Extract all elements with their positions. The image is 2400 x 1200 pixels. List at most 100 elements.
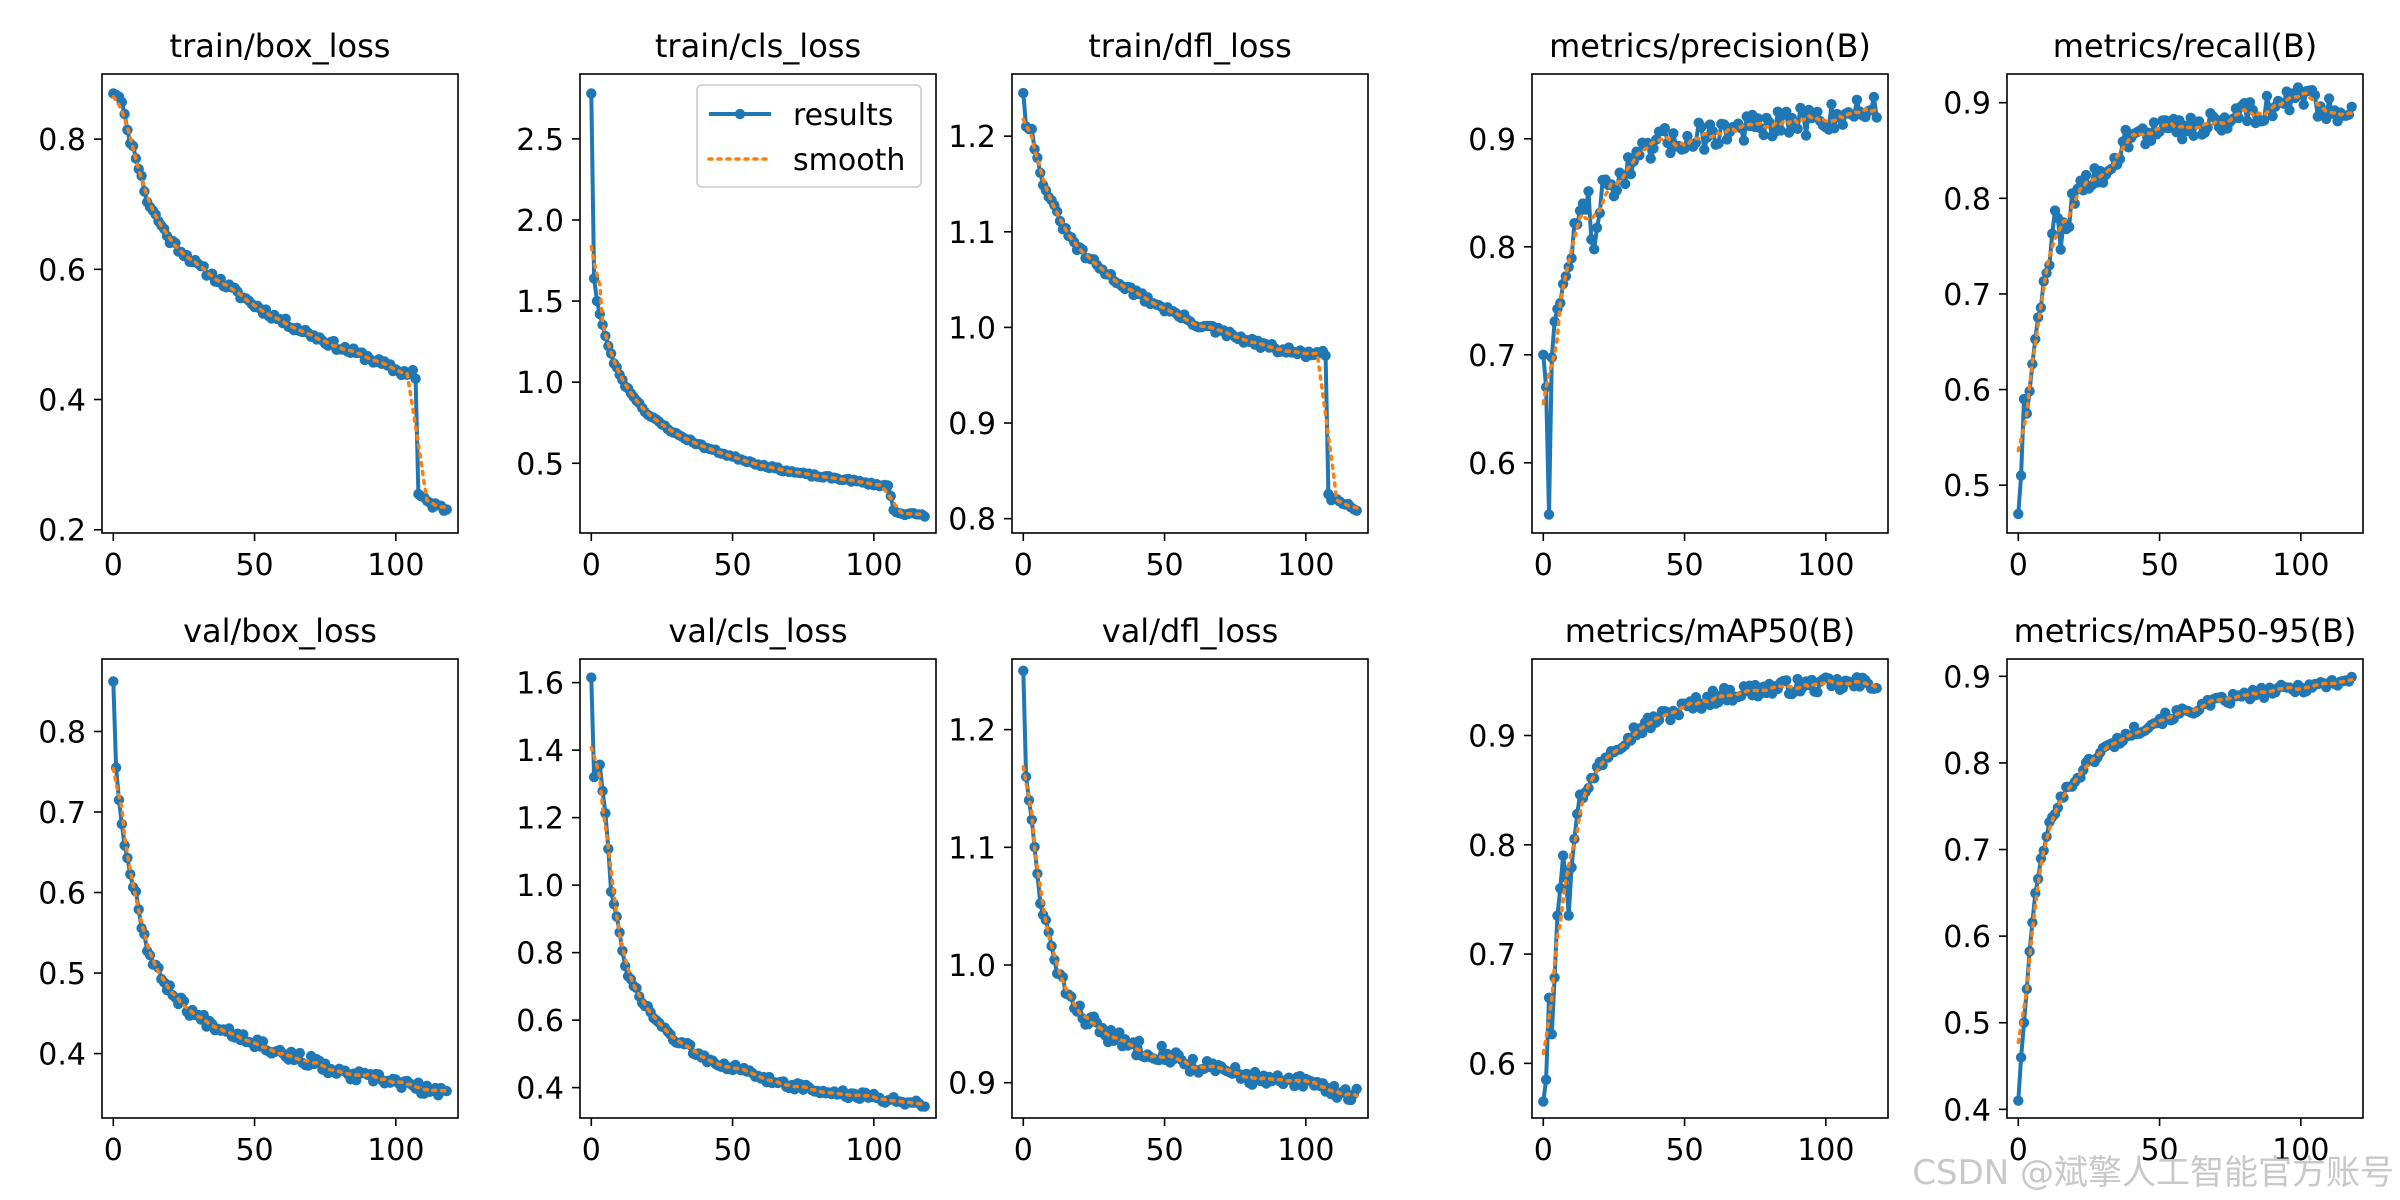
results-point [1029, 144, 1040, 155]
axes-frame [1531, 73, 1889, 534]
results-point [2258, 115, 2270, 126]
chart-title: metrics/precision(B) [1549, 27, 1871, 65]
axes-frame [579, 658, 937, 1119]
results-line [2016, 85, 2354, 515]
legend: results smooth [696, 84, 922, 188]
subplot-metrics-precision-b: metrics/precision(B) 0 50 100 0.6 0.7 0.8 0.9 [1468, 27, 1889, 583]
x-tick-label: 0 [104, 1133, 123, 1168]
y-tick-label: 0.4 [1943, 1093, 1991, 1128]
results-point [1696, 121, 1707, 133]
x-tick-label: 100 [2272, 548, 2329, 583]
smooth-line [111, 766, 449, 1094]
results-point [1826, 99, 1837, 110]
x-tick-label: 0 [2009, 1133, 2028, 1168]
smooth-line [111, 95, 449, 510]
y-tick-label: 1.0 [948, 949, 996, 984]
plot-area [586, 672, 930, 1112]
plot-area [1018, 665, 1362, 1106]
x-tick-label: 50 [1665, 548, 1703, 583]
plot-area [1538, 91, 1882, 520]
results-point [2225, 698, 2236, 709]
results-point [1625, 169, 1637, 180]
x-tick-label: 0 [582, 548, 601, 583]
axes-frame [1531, 658, 1889, 1119]
subplot-val-dfl-loss: val/dfl_loss 0 50 100 0.9 1.0 1.1 1.2 [948, 612, 1369, 1168]
results-point [294, 1047, 305, 1059]
results-point [2030, 334, 2041, 345]
results-point [1806, 674, 1817, 686]
y-tick-label: 0.8 [38, 123, 86, 158]
results-point [1156, 1040, 1167, 1052]
plot-area [108, 676, 452, 1101]
x-tick-label: 50 [2140, 548, 2178, 583]
y-tick-label: 0.6 [1943, 374, 1991, 409]
y-tick-label: 0.9 [1468, 123, 1516, 158]
y-tick-label: 1.2 [948, 714, 996, 749]
results-point [1620, 178, 1631, 190]
results-point [1707, 685, 1719, 696]
legend-frame [696, 84, 922, 188]
results-point [1775, 125, 1786, 136]
results-point [2027, 358, 2038, 370]
results-point [2188, 130, 2199, 141]
results-point [1580, 204, 1591, 215]
x-tick-label: 50 [2140, 1133, 2178, 1168]
results-point [1781, 675, 1792, 686]
results-point [1831, 674, 1843, 685]
y-tick-label: 0.9 [1943, 660, 1991, 695]
results-point [1758, 129, 1769, 141]
results-point [2080, 169, 2092, 181]
results-point [1586, 234, 1597, 245]
results-point [1829, 123, 1840, 134]
x-tick-label: 0 [1534, 1133, 1553, 1168]
y-tick-label: 0.6 [516, 1004, 564, 1039]
results-point [1591, 222, 1603, 233]
chart-title: val/dfl_loss [1102, 612, 1279, 650]
results-point [1247, 1079, 1258, 1090]
axes-frame [579, 73, 937, 534]
results-line [589, 677, 925, 1109]
x-tick-label: 50 [713, 548, 751, 583]
y-tick-label: 1.0 [516, 869, 564, 904]
y-tick-label: 0.7 [1943, 278, 1991, 313]
results-line [111, 681, 448, 1098]
x-tick-label: 50 [713, 1133, 751, 1168]
results-point [2261, 90, 2273, 102]
chart-title: train/box_loss [170, 27, 391, 65]
y-tick-label: 0.8 [1468, 829, 1516, 864]
x-tick-label: 50 [235, 548, 273, 583]
chart-title: metrics/mAP50-95(B) [2014, 612, 2357, 650]
results-point [1837, 119, 1849, 130]
x-tick-label: 50 [235, 1133, 273, 1168]
plot-area [108, 88, 452, 516]
plot-area [2013, 82, 2357, 520]
results-point [2298, 99, 2309, 110]
subplot-val-cls-loss: val/cls_loss 0 50 100 0.4 0.6 0.8 1.0 1.2 1.4 1.6 [516, 612, 937, 1168]
y-tick-label: 1.4 [516, 734, 564, 769]
results-point [1668, 128, 1679, 139]
results-point [1682, 130, 1693, 142]
results-point [2015, 470, 2027, 481]
y-tick-label: 1.1 [948, 216, 996, 251]
y-tick-label: 0.6 [1468, 1047, 1516, 1082]
results-point [351, 1075, 362, 1086]
results-point [1750, 679, 1761, 691]
results-point [1871, 112, 1882, 123]
plot-area [586, 88, 930, 522]
axes-frame [1011, 73, 1369, 534]
results-point [1538, 1096, 1549, 1107]
y-tick-label: 1.6 [516, 667, 564, 702]
results-point [223, 1023, 235, 1034]
results-point [1583, 186, 1594, 197]
subplot-train-cls-loss: train/cls_loss 0 50 100 0.5 1.0 1.5 2.0 2.5 resul… [516, 27, 937, 583]
results-line [1541, 675, 1878, 1102]
watermark-text: CSDN @斌擎人工智能官方账号 [1912, 1153, 2394, 1193]
results-line [112, 91, 448, 513]
results-point [2177, 134, 2188, 145]
y-tick-label: 0.5 [38, 957, 86, 992]
smooth-line [2016, 91, 2354, 453]
results-point [2323, 93, 2335, 104]
x-tick-label: 100 [367, 1133, 424, 1168]
results-point [1018, 665, 1029, 676]
